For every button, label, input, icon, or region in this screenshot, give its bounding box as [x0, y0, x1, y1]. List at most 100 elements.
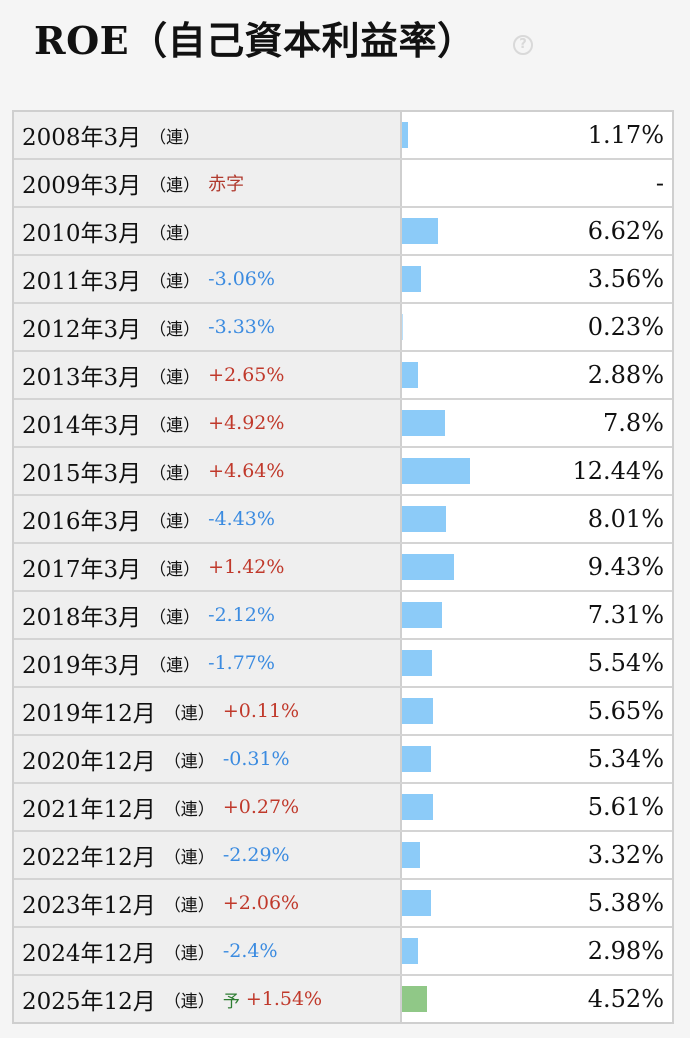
table-row: 2009年3月 （連） 赤字 - [14, 158, 672, 206]
roe-value: 6.62% [587, 217, 664, 245]
question-circle-icon[interactable]: ? [513, 35, 533, 55]
bar-cell [402, 352, 552, 398]
roe-bar [402, 602, 442, 628]
roe-value: 3.56% [587, 265, 664, 293]
period-label: 2021年12月 [22, 797, 156, 823]
period-cell: 2018年3月 （連） -2.12% [14, 592, 402, 638]
roe-bar [402, 746, 431, 772]
change-label: +4.64% [208, 460, 285, 482]
period-label: 2014年3月 [22, 413, 142, 439]
consolidated-tag: （連） [163, 895, 215, 916]
table-row: 2023年12月 （連） +2.06% 5.38% [14, 878, 672, 926]
period-cell: 2021年12月 （連） +0.27% [14, 784, 402, 830]
consolidated-tag: （連） [149, 511, 201, 532]
bar-cell [402, 496, 552, 542]
period-label: 2018年3月 [22, 605, 142, 631]
period-label: 2008年3月 [22, 125, 142, 151]
roe-value: 2.88% [587, 361, 664, 389]
bar-cell [402, 160, 552, 206]
table-row: 2016年3月 （連） -4.43% 8.01% [14, 494, 672, 542]
period-cell: 2016年3月 （連） -4.43% [14, 496, 402, 542]
consolidated-tag: （連） [149, 223, 201, 244]
change-label: +2.06% [222, 892, 300, 914]
bar-cell [402, 832, 552, 878]
consolidated-tag: （連） [163, 991, 215, 1012]
roe-value: 3.32% [587, 841, 664, 869]
consolidated-tag: （連） [149, 175, 201, 196]
period-cell: 2011年3月 （連） -3.06% [14, 256, 402, 302]
roe-value: 1.17% [587, 121, 664, 149]
bar-cell [402, 544, 552, 590]
consolidated-tag: （連） [163, 799, 215, 820]
roe-value: 0.23% [587, 313, 664, 341]
bar-cell [402, 112, 552, 158]
roe-bar [402, 938, 418, 964]
consolidated-tag: （連） [163, 943, 215, 964]
roe-value: 9.43% [587, 553, 664, 581]
table-row: 2012年3月 （連） -3.33% 0.23% [14, 302, 672, 350]
roe-bar [402, 458, 470, 484]
period-label: 2022年12月 [22, 845, 156, 871]
period-cell: 2009年3月 （連） 赤字 [14, 160, 402, 206]
consolidated-tag: （連） [149, 607, 201, 628]
change-label: -4.43% [208, 508, 275, 530]
consolidated-tag: （連） [163, 703, 215, 724]
change-label: -2.4% [222, 940, 278, 962]
roe-bar [402, 410, 445, 436]
bar-cell [402, 640, 552, 686]
period-cell: 2020年12月 （連） -0.31% [14, 736, 402, 782]
table-row: 2015年3月 （連） +4.64% 12.44% [14, 446, 672, 494]
consolidated-tag: （連） [149, 319, 201, 340]
table-row: 2008年3月 （連） 1.17% [14, 112, 672, 158]
period-cell: 2015年3月 （連） +4.64% [14, 448, 402, 494]
bar-cell [402, 592, 552, 638]
table-row: 2019年3月 （連） -1.77% 5.54% [14, 638, 672, 686]
roe-table: 2008年3月 （連） 1.17% 2009年3月 （連） 赤字 - 2010年3月 （連） 6.… [12, 110, 674, 1024]
roe-value: 5.54% [587, 649, 664, 677]
change-label: +0.11% [222, 700, 300, 722]
period-label: 2013年3月 [22, 365, 142, 391]
roe-bar [402, 842, 420, 868]
change-label: +2.65% [208, 364, 285, 386]
consolidated-tag: （連） [163, 751, 215, 772]
change-label: -0.31% [222, 748, 290, 770]
change-label: -2.29% [222, 844, 290, 866]
table-row: 2021年12月 （連） +0.27% 5.61% [14, 782, 672, 830]
bar-cell [402, 256, 552, 302]
roe-bar [402, 266, 421, 292]
period-cell: 2025年12月 （連） 予 +1.54% [14, 976, 402, 1022]
period-label: 2019年12月 [22, 701, 156, 727]
change-label: +4.92% [208, 412, 285, 434]
bar-cell [402, 928, 552, 974]
roe-bar [402, 122, 408, 148]
period-label: 2015年3月 [22, 461, 142, 487]
period-label: 2023年12月 [22, 893, 156, 919]
table-row: 2020年12月 （連） -0.31% 5.34% [14, 734, 672, 782]
roe-value: 4.52% [587, 985, 664, 1013]
period-label: 2012年3月 [22, 317, 142, 343]
bar-cell [402, 400, 552, 446]
roe-bar [402, 554, 454, 580]
table-row: 2017年3月 （連） +1.42% 9.43% [14, 542, 672, 590]
table-row: 2014年3月 （連） +4.92% 7.8% [14, 398, 672, 446]
table-row: 2024年12月 （連） -2.4% 2.98% [14, 926, 672, 974]
table-row: 2010年3月 （連） 6.62% [14, 206, 672, 254]
change-label: +1.54% [245, 988, 323, 1010]
change-label: +0.27% [222, 796, 300, 818]
roe-bar [402, 362, 418, 388]
change-label: -1.77% [208, 652, 275, 674]
period-cell: 2022年12月 （連） -2.29% [14, 832, 402, 878]
consolidated-tag: （連） [149, 415, 201, 436]
table-row: 2022年12月 （連） -2.29% 3.32% [14, 830, 672, 878]
period-label: 2009年3月 [22, 173, 142, 199]
table-row: 2019年12月 （連） +0.11% 5.65% [14, 686, 672, 734]
period-label: 2025年12月 [22, 989, 156, 1015]
table-row: 2013年3月 （連） +2.65% 2.88% [14, 350, 672, 398]
bar-cell [402, 736, 552, 782]
period-cell: 2012年3月 （連） -3.33% [14, 304, 402, 350]
period-label: 2017年3月 [22, 557, 142, 583]
roe-bar [402, 218, 438, 244]
consolidated-tag: （連） [149, 271, 201, 292]
roe-bar [402, 506, 446, 532]
period-label: 2016年3月 [22, 509, 142, 535]
